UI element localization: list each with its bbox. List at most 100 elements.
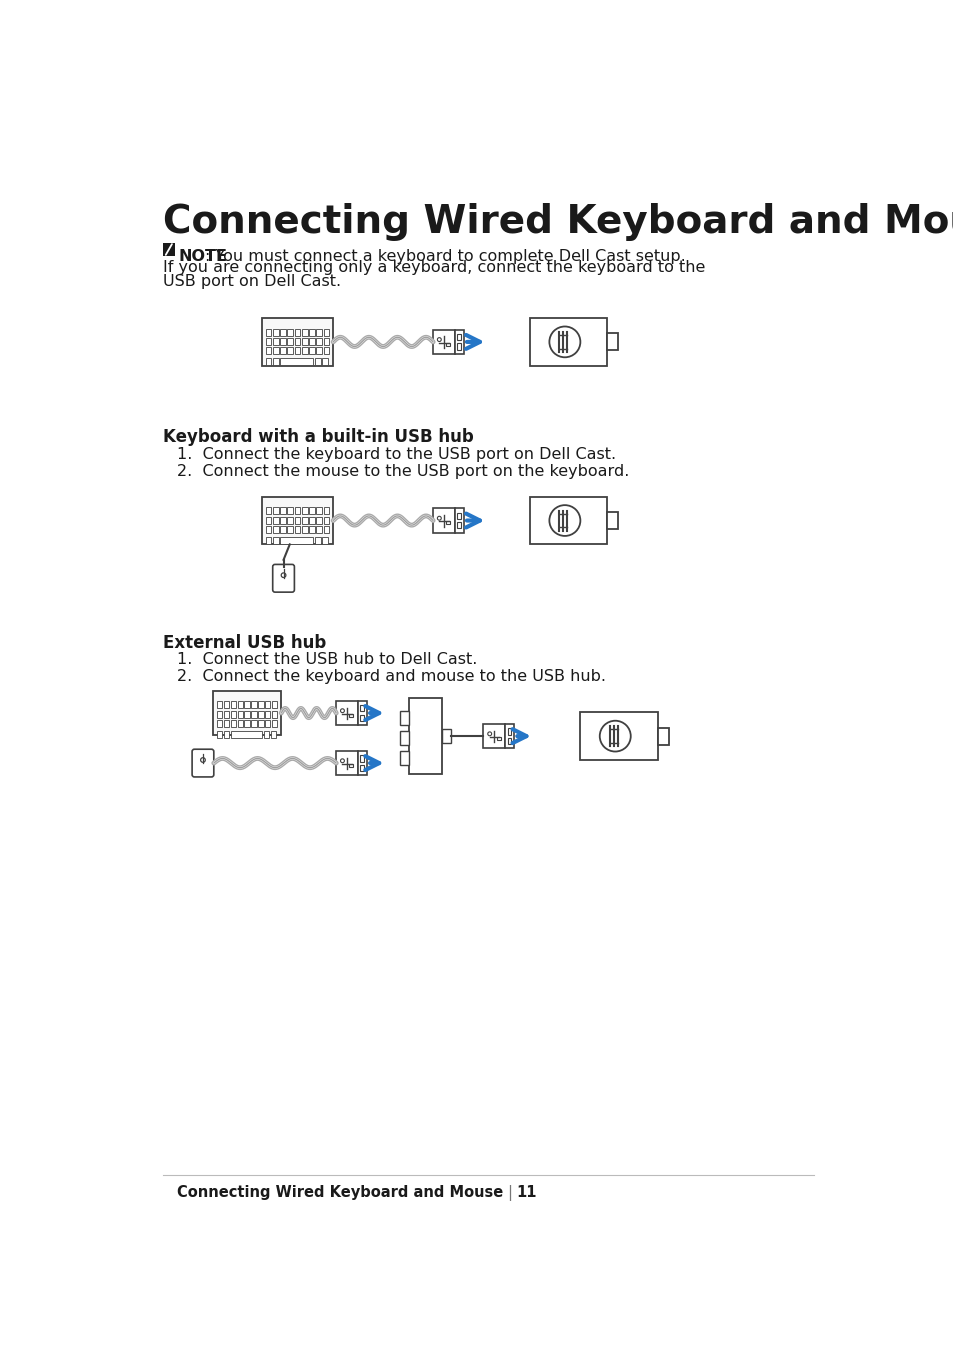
Bar xyxy=(294,329,300,336)
Bar xyxy=(244,701,250,708)
Bar xyxy=(483,724,505,749)
Bar xyxy=(216,711,222,718)
Bar xyxy=(360,756,364,761)
Bar xyxy=(399,711,409,724)
Bar xyxy=(224,720,229,727)
Bar xyxy=(335,750,357,776)
Bar xyxy=(261,318,333,366)
Bar xyxy=(349,714,353,716)
Bar xyxy=(266,536,272,543)
Bar xyxy=(273,536,278,543)
Bar xyxy=(237,720,243,727)
Bar xyxy=(357,701,367,726)
Bar xyxy=(349,764,353,766)
Bar xyxy=(287,525,293,533)
Bar xyxy=(273,517,278,524)
Bar xyxy=(360,765,364,770)
Bar xyxy=(456,523,460,528)
Bar xyxy=(309,329,314,336)
Bar xyxy=(314,536,320,543)
Bar xyxy=(497,737,500,741)
Bar xyxy=(309,517,314,524)
Bar xyxy=(301,517,307,524)
Bar xyxy=(271,731,276,738)
Bar xyxy=(231,720,235,727)
Bar xyxy=(273,347,278,355)
Text: 11: 11 xyxy=(517,1185,537,1200)
Bar xyxy=(280,329,286,336)
Bar xyxy=(294,517,300,524)
Bar xyxy=(265,711,271,718)
Bar xyxy=(456,334,460,340)
Bar xyxy=(309,338,314,345)
Bar xyxy=(237,711,243,718)
Bar xyxy=(237,701,243,708)
Bar xyxy=(301,508,307,515)
Bar xyxy=(280,525,286,533)
Bar xyxy=(244,720,250,727)
Bar xyxy=(258,711,263,718)
Bar xyxy=(579,712,658,760)
Bar xyxy=(409,699,441,774)
Bar xyxy=(316,338,322,345)
Bar xyxy=(265,701,271,708)
Bar xyxy=(273,329,278,336)
Bar xyxy=(399,750,409,765)
Bar xyxy=(261,497,333,544)
Bar xyxy=(273,508,278,515)
Bar xyxy=(280,338,286,345)
Bar xyxy=(530,318,607,366)
Bar xyxy=(272,711,277,718)
FancyBboxPatch shape xyxy=(273,565,294,592)
Bar xyxy=(316,329,322,336)
Bar xyxy=(287,338,293,345)
Bar xyxy=(163,244,174,256)
Bar xyxy=(323,329,329,336)
Bar xyxy=(301,329,307,336)
FancyBboxPatch shape xyxy=(192,749,213,777)
Bar xyxy=(322,357,328,366)
Bar xyxy=(301,525,307,533)
Bar xyxy=(273,525,278,533)
Bar xyxy=(244,711,250,718)
Bar xyxy=(456,513,460,519)
Bar xyxy=(607,333,618,351)
Bar xyxy=(433,508,455,533)
Bar xyxy=(266,517,271,524)
Bar xyxy=(446,521,450,524)
Bar xyxy=(251,701,256,708)
Bar xyxy=(294,525,300,533)
Bar xyxy=(446,343,450,345)
Bar xyxy=(301,347,307,355)
Bar xyxy=(316,517,322,524)
Bar xyxy=(280,347,286,355)
Bar xyxy=(266,508,271,515)
Bar xyxy=(258,701,263,708)
Bar xyxy=(224,701,229,708)
Bar xyxy=(264,731,269,738)
Text: 1.  Connect the USB hub to Dell Cast.: 1. Connect the USB hub to Dell Cast. xyxy=(177,653,477,668)
Bar xyxy=(280,536,313,543)
Bar xyxy=(216,701,222,708)
Bar xyxy=(251,720,256,727)
Bar xyxy=(266,329,271,336)
Bar xyxy=(658,727,668,745)
Text: External USB hub: External USB hub xyxy=(163,634,326,651)
Bar xyxy=(287,517,293,524)
Bar xyxy=(507,728,511,735)
Bar xyxy=(456,344,460,349)
Text: 2.  Connect the keyboard and mouse to the USB hub.: 2. Connect the keyboard and mouse to the… xyxy=(177,669,606,684)
Bar xyxy=(455,508,464,533)
Text: 2.  Connect the mouse to the USB port on the keyboard.: 2. Connect the mouse to the USB port on … xyxy=(177,463,629,478)
Bar xyxy=(294,508,300,515)
Bar xyxy=(224,711,229,718)
Bar xyxy=(266,525,271,533)
Bar xyxy=(272,701,277,708)
Bar xyxy=(287,347,293,355)
Bar xyxy=(213,691,281,735)
Bar xyxy=(294,347,300,355)
Text: Connecting Wired Keyboard and Mouse: Connecting Wired Keyboard and Mouse xyxy=(177,1185,503,1200)
Bar xyxy=(231,711,235,718)
Bar xyxy=(231,731,262,738)
Bar xyxy=(433,329,455,355)
